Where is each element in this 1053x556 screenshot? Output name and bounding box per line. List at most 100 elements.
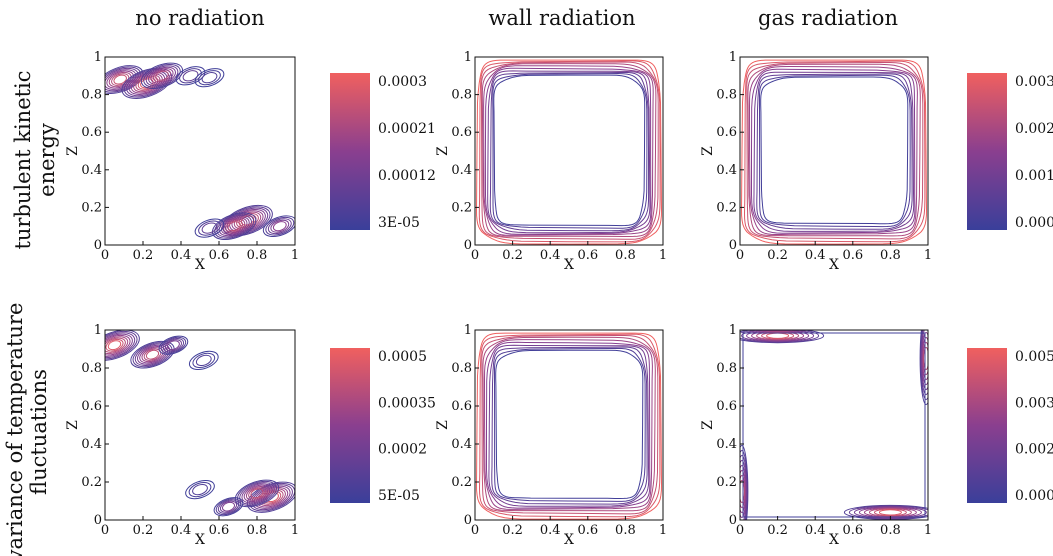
- colorbar-tke-gas-radiation: 0.003 0.0021 0.0012 0.0003: [967, 73, 1053, 231]
- contour-line: [214, 213, 255, 239]
- contour-line: [746, 330, 810, 342]
- contour-line: [484, 67, 652, 235]
- x-tick-label: 0.8: [615, 523, 636, 538]
- contour-line: [105, 330, 138, 360]
- y-tick-label: 1: [729, 50, 737, 65]
- x-tick-label: 0: [736, 523, 744, 538]
- y-tick-label: 0: [464, 238, 472, 253]
- contour-line: [482, 336, 656, 512]
- contour-line: [194, 218, 225, 238]
- x-axis-label: X: [829, 257, 839, 273]
- contour-line: [192, 352, 216, 369]
- x-tick-label: 1: [924, 248, 932, 263]
- x-tick-label: 0: [101, 248, 109, 263]
- x-tick-label: 0.6: [577, 523, 598, 538]
- column-title-no-radiation: no radiation: [135, 6, 264, 30]
- contour-line: [216, 214, 252, 238]
- contour-layer: [475, 59, 663, 245]
- y-tick-label: 1: [729, 323, 737, 338]
- row-title-line: turbulent kinetic: [11, 70, 35, 249]
- contour-line: [234, 479, 280, 508]
- colorbar-tick-label: 0.003: [1015, 74, 1053, 90]
- contour-layer: [475, 332, 663, 520]
- x-axis-label: X: [829, 532, 839, 548]
- plot-frame: [474, 329, 664, 521]
- contour-line: [145, 65, 179, 87]
- contour-line: [747, 63, 921, 237]
- contour-line: [873, 508, 907, 517]
- contour-line: [495, 349, 644, 499]
- y-tick-label: 0.2: [81, 475, 102, 490]
- colorbar-tick-label: 0.005: [1015, 349, 1053, 365]
- y-tick-label: 0.8: [451, 88, 472, 103]
- x-tick-label: 0.4: [805, 248, 826, 263]
- contour-line: [166, 340, 180, 351]
- contour-line: [219, 500, 238, 513]
- colorbar-tick-label: 0.0005: [378, 349, 427, 365]
- contour-line: [105, 332, 136, 359]
- contour-line: [121, 67, 173, 99]
- contour-line: [108, 71, 132, 88]
- y-tick-label: 0.4: [451, 163, 472, 178]
- contour-line: [128, 71, 166, 95]
- contour-line: [272, 221, 287, 232]
- contour-line: [245, 485, 269, 501]
- contour-line: [105, 337, 126, 353]
- contour-line: [239, 482, 275, 505]
- contour-line: [248, 487, 266, 500]
- colorbar-gradient: [330, 73, 370, 230]
- y-axis-label: Z: [700, 146, 716, 156]
- contour-line: [761, 331, 795, 340]
- y-axis-label: Z: [435, 146, 451, 156]
- contour-line: [756, 331, 800, 341]
- contour-line: [192, 483, 208, 496]
- contour-line: [227, 221, 241, 232]
- colorbar-variance-gas-radiation: 0.005 0.0035 0.002 0.0005: [967, 348, 1053, 504]
- contour-line: [262, 215, 295, 238]
- x-tick-label: 1: [659, 523, 667, 538]
- x-axis-label: X: [564, 532, 574, 548]
- y-tick-label: 0: [94, 513, 102, 528]
- y-tick-label: 0.4: [451, 437, 472, 452]
- contour-line: [225, 220, 244, 233]
- contour-line: [140, 62, 184, 90]
- contour-layer: [105, 330, 295, 517]
- y-tick-label: 1: [94, 50, 102, 65]
- contour-line: [123, 69, 170, 98]
- contour-line: [130, 340, 175, 369]
- colorbar-tick-label: 0.00035: [378, 395, 436, 411]
- contour-line: [743, 60, 926, 243]
- contour-line: [492, 72, 648, 229]
- column-title-gas-radiation: gas radiation: [758, 6, 898, 30]
- panel-variance-wall-radiation: 0 0.2 0.4 0.6 0.8 1 0 0.2 0.4 0.6 0.8 1 X Z: [435, 323, 667, 548]
- x-axis-label: X: [195, 257, 205, 273]
- panel-tke-no-radiation: 0 0.2 0.4 0.6 0.8 1 0 0.2 0.4 0.6 0.8 1 X Z: [65, 50, 299, 273]
- contour-line: [759, 74, 911, 228]
- y-tick-label: 0: [729, 513, 737, 528]
- contour-line: [132, 342, 173, 368]
- contour-line: [267, 218, 292, 235]
- y-tick-label: 0.8: [81, 88, 102, 103]
- y-tick-label: 0.6: [451, 399, 472, 414]
- contour-line: [223, 218, 246, 234]
- colorbar-gradient: [330, 348, 370, 503]
- row-title-variance-of-temperature-fluctuations: variance of temperature fluctuations: [3, 303, 51, 556]
- contour-line: [139, 345, 166, 364]
- contour-line: [740, 59, 928, 245]
- y-tick-label: 0.6: [716, 399, 737, 414]
- y-tick-label: 0.8: [716, 88, 737, 103]
- x-tick-label: 0.8: [880, 248, 901, 263]
- colorbar-tick-label: 0.00021: [378, 121, 436, 137]
- x-tick-label: 0.2: [133, 248, 154, 263]
- x-tick-label: 1: [291, 248, 299, 263]
- contour-line: [481, 63, 657, 237]
- x-tick-label: 0.4: [171, 523, 192, 538]
- x-tick-label: 0.6: [842, 523, 863, 538]
- panel-tke-gas-radiation: 0 0.2 0.4 0.6 0.8 1 0 0.2 0.4 0.6 0.8 1 X Z: [700, 50, 932, 273]
- contour-line: [215, 498, 242, 516]
- x-axis-label: X: [564, 257, 574, 273]
- colorbar-tick-label: 0.00012: [378, 168, 436, 184]
- colorbar-tick-label: 3E-05: [378, 215, 420, 231]
- x-tick-label: 0.6: [209, 248, 230, 263]
- contour-line: [155, 70, 169, 81]
